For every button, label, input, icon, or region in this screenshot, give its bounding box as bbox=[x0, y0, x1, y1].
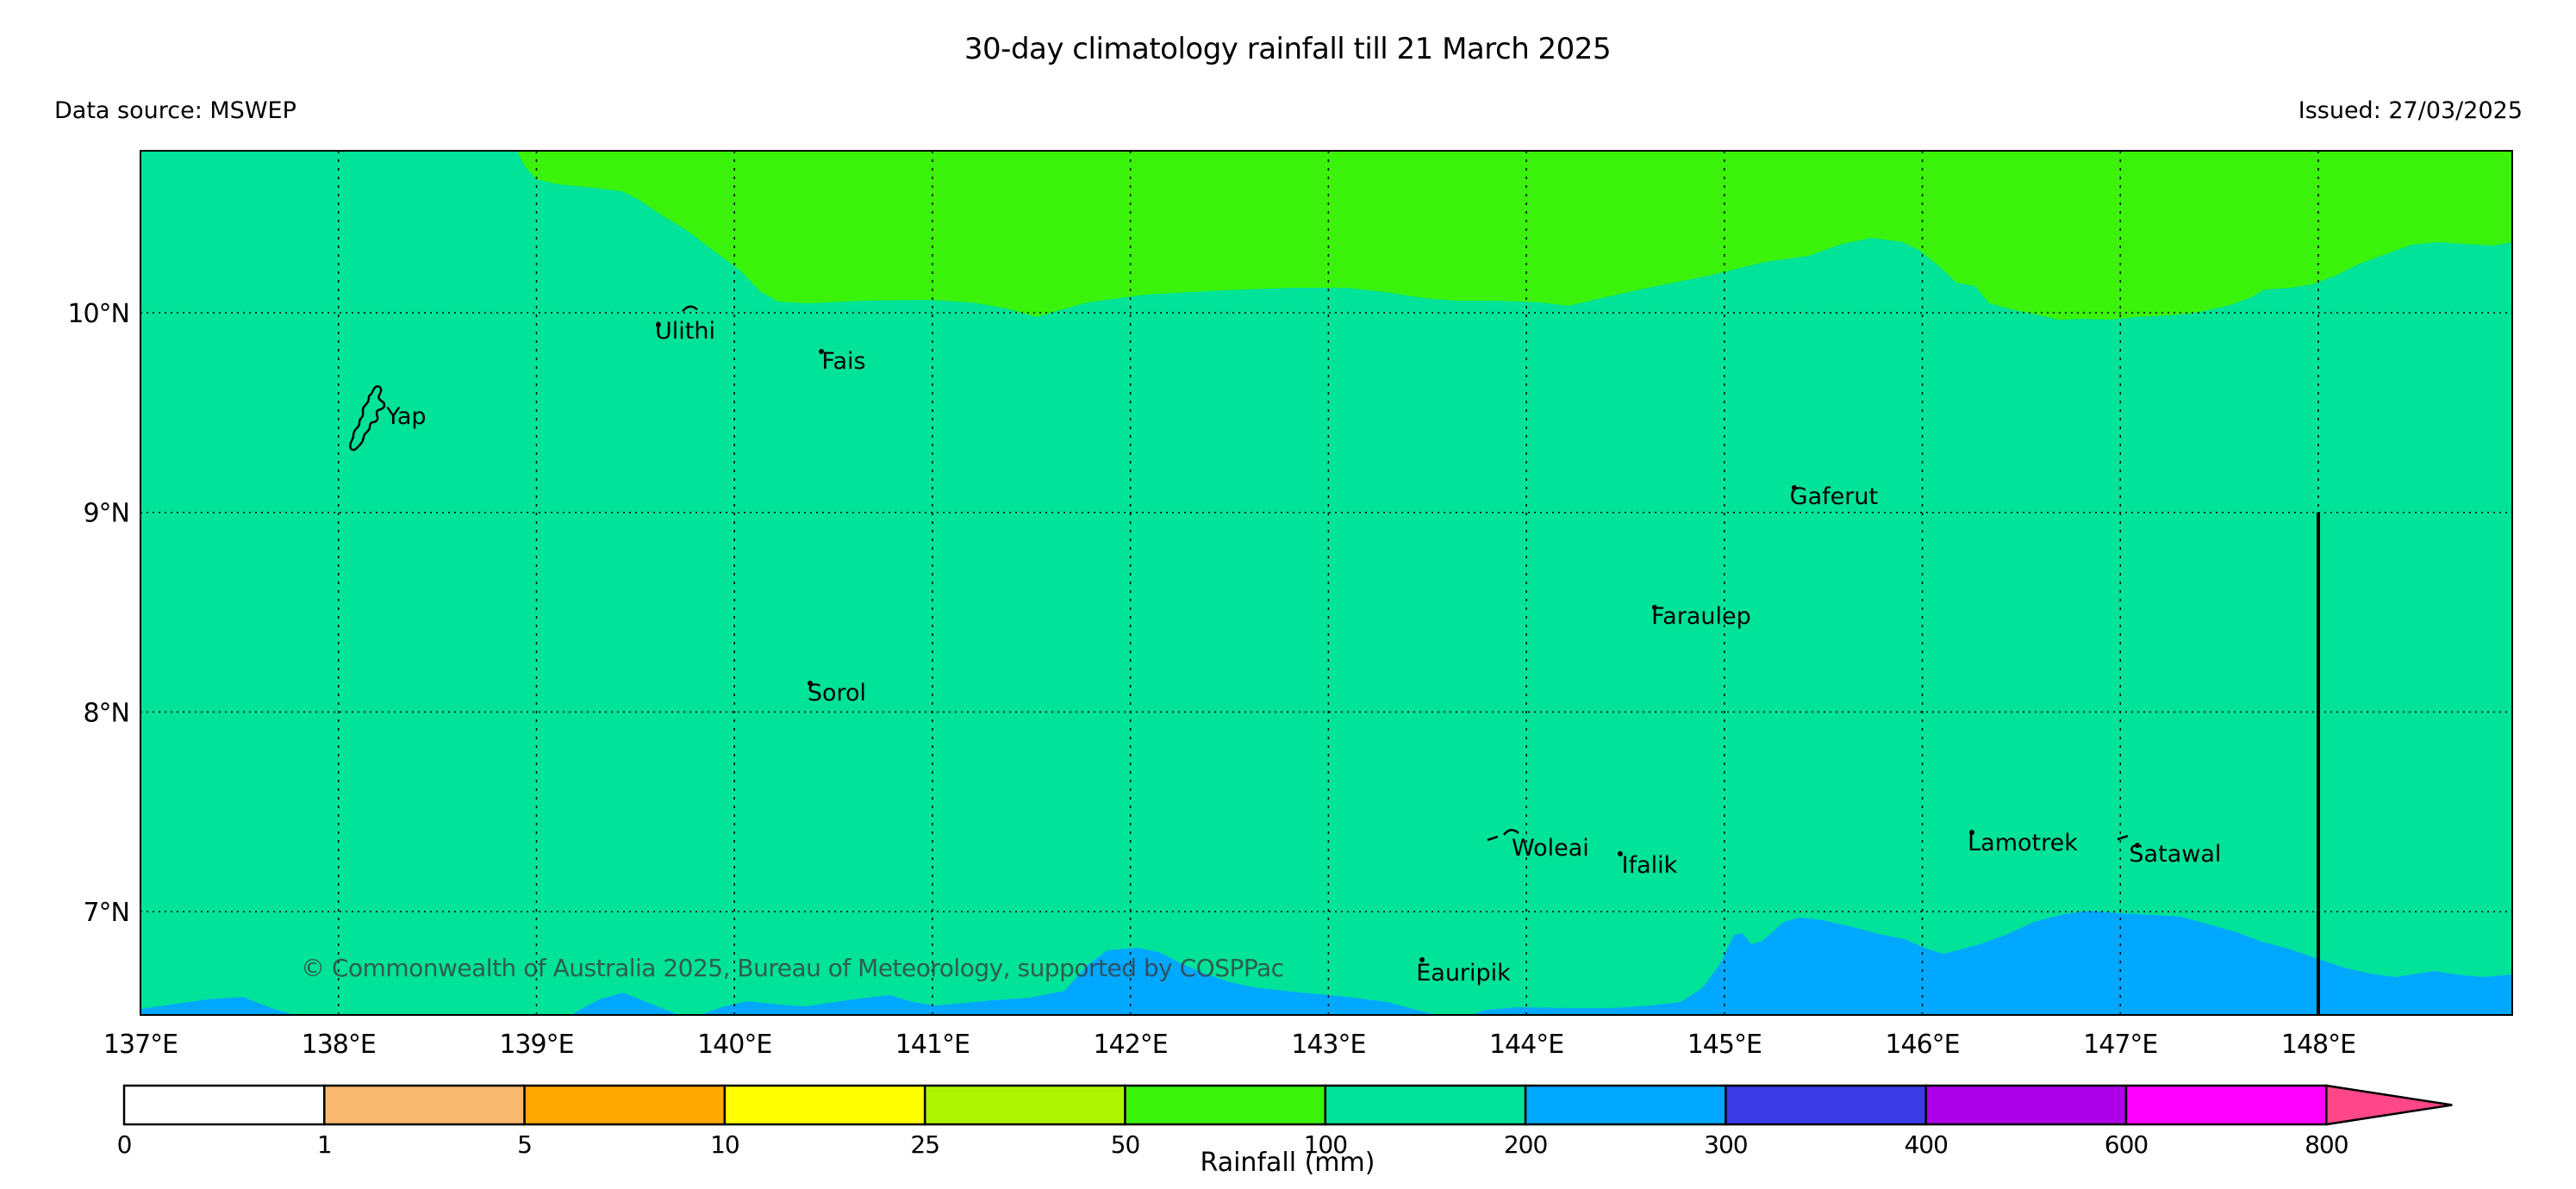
rainfall-band-200-300 bbox=[140, 911, 2512, 1015]
legend-overflow-arrow bbox=[2325, 1084, 2453, 1126]
island-marker-dot bbox=[655, 321, 661, 327]
island-marker-dot bbox=[807, 681, 813, 687]
legend-tick-label: 0 bbox=[117, 1130, 132, 1159]
legend-tick-label: 400 bbox=[1904, 1130, 1947, 1159]
x-axis-tick-label: 142°E bbox=[1094, 1030, 1168, 1060]
place-label: Yap bbox=[385, 403, 426, 430]
x-axis-tick-label: 137°E bbox=[103, 1030, 178, 1060]
place-label: Ulithi bbox=[655, 318, 715, 345]
legend-tick-label: 600 bbox=[2105, 1130, 2148, 1159]
map-border bbox=[140, 150, 2513, 1016]
legend-band bbox=[1924, 1084, 2128, 1126]
x-axis-tick-label: 140°E bbox=[697, 1030, 771, 1060]
legend-band bbox=[923, 1084, 1126, 1126]
island-marker-dot bbox=[1968, 830, 1974, 836]
island-marker-dot bbox=[1791, 484, 1797, 490]
legend-band bbox=[1324, 1084, 1527, 1126]
legend-tick-label: 300 bbox=[1704, 1130, 1747, 1159]
legend-title: Rainfall (mm) bbox=[1201, 1148, 1375, 1178]
legend-tick-label: 10 bbox=[710, 1130, 739, 1159]
place-label: Fais bbox=[821, 348, 865, 375]
legend: 0 1 5 10 25 50 100 200 300 400 600 800 Rainfall (mm… bbox=[117, 1084, 2453, 1178]
legend-band bbox=[2124, 1084, 2328, 1126]
place-label: Woleai bbox=[1512, 835, 1589, 862]
legend-tick-label: 100 bbox=[1304, 1130, 1347, 1159]
y-axis-tick-label: 8°N bbox=[83, 698, 129, 728]
data-source-label: Data source: MSWEP bbox=[54, 97, 296, 124]
x-axis-tick-label: 145°E bbox=[1687, 1030, 1762, 1060]
y-axis-tick-label: 7°N bbox=[83, 898, 129, 928]
legend-band bbox=[1124, 1084, 1327, 1126]
island-marker-dot bbox=[1651, 604, 1657, 610]
place-label: Faraulep bbox=[1651, 603, 1751, 630]
place-label: Gaferut bbox=[1790, 483, 1878, 510]
island-marker-dot bbox=[819, 348, 825, 354]
legend-tick-label: 200 bbox=[1504, 1130, 1547, 1159]
copyright-watermark: © Commonwealth of Australia 2025, Bureau… bbox=[301, 954, 1284, 982]
island-marker-dash bbox=[2117, 834, 2129, 841]
x-axis-tick-label: 146°E bbox=[1885, 1030, 1959, 1060]
issued-label: Issued: 27/03/2025 bbox=[2298, 97, 2523, 124]
legend-tick-label: 800 bbox=[2305, 1130, 2348, 1159]
x-axis-tick-label: 143°E bbox=[1291, 1030, 1365, 1060]
island-marker-atoll bbox=[682, 305, 698, 313]
place-label: Eauripik bbox=[1416, 960, 1511, 987]
x-axis-tick-label: 147°E bbox=[2083, 1030, 2157, 1060]
place-label: Sorol bbox=[808, 680, 866, 707]
x-axis-tick-label: 138°E bbox=[302, 1030, 376, 1060]
place-label: Ifalik bbox=[1622, 852, 1678, 879]
place-label: Lamotrek bbox=[1968, 830, 2078, 856]
island-marker-dot bbox=[1419, 956, 1425, 962]
y-axis-tick-label: 9°N bbox=[83, 499, 129, 529]
yap-island bbox=[349, 385, 386, 451]
x-axis-tick-label: 141°E bbox=[895, 1030, 970, 1060]
x-axis-tick-label: 139°E bbox=[499, 1030, 573, 1060]
legend-band bbox=[122, 1084, 326, 1126]
legend-band bbox=[1524, 1084, 1727, 1126]
island-marker-dot bbox=[1617, 850, 1623, 856]
island-marker-dash bbox=[1487, 835, 1499, 842]
rainfall-band-50-100 bbox=[517, 151, 2512, 320]
island-marker-dot bbox=[2135, 843, 2141, 849]
island-marker-atoll bbox=[1502, 829, 1519, 836]
legend-band bbox=[1725, 1084, 1927, 1126]
legend-tick-label: 5 bbox=[517, 1130, 532, 1159]
legend-tick-label: 50 bbox=[1111, 1130, 1140, 1159]
figure-title: 30-day climatology rainfall till 21 Marc… bbox=[964, 32, 1611, 66]
map: 137°E 138°E 139°E 140°E 141°E 142°E 143°E 144°E… bbox=[67, 150, 2513, 1060]
x-axis-tick-label: 148°E bbox=[2281, 1030, 2355, 1060]
x-axis-tick-label: 144°E bbox=[1489, 1030, 1563, 1060]
legend-band bbox=[323, 1084, 526, 1126]
y-axis-tick-label: 10°N bbox=[67, 299, 129, 329]
legend-tick-label: 25 bbox=[910, 1130, 939, 1159]
legend-band bbox=[723, 1084, 926, 1126]
legend-tick-label: 1 bbox=[317, 1130, 332, 1159]
place-label: Satawal bbox=[2129, 841, 2221, 868]
legend-band bbox=[523, 1084, 727, 1126]
